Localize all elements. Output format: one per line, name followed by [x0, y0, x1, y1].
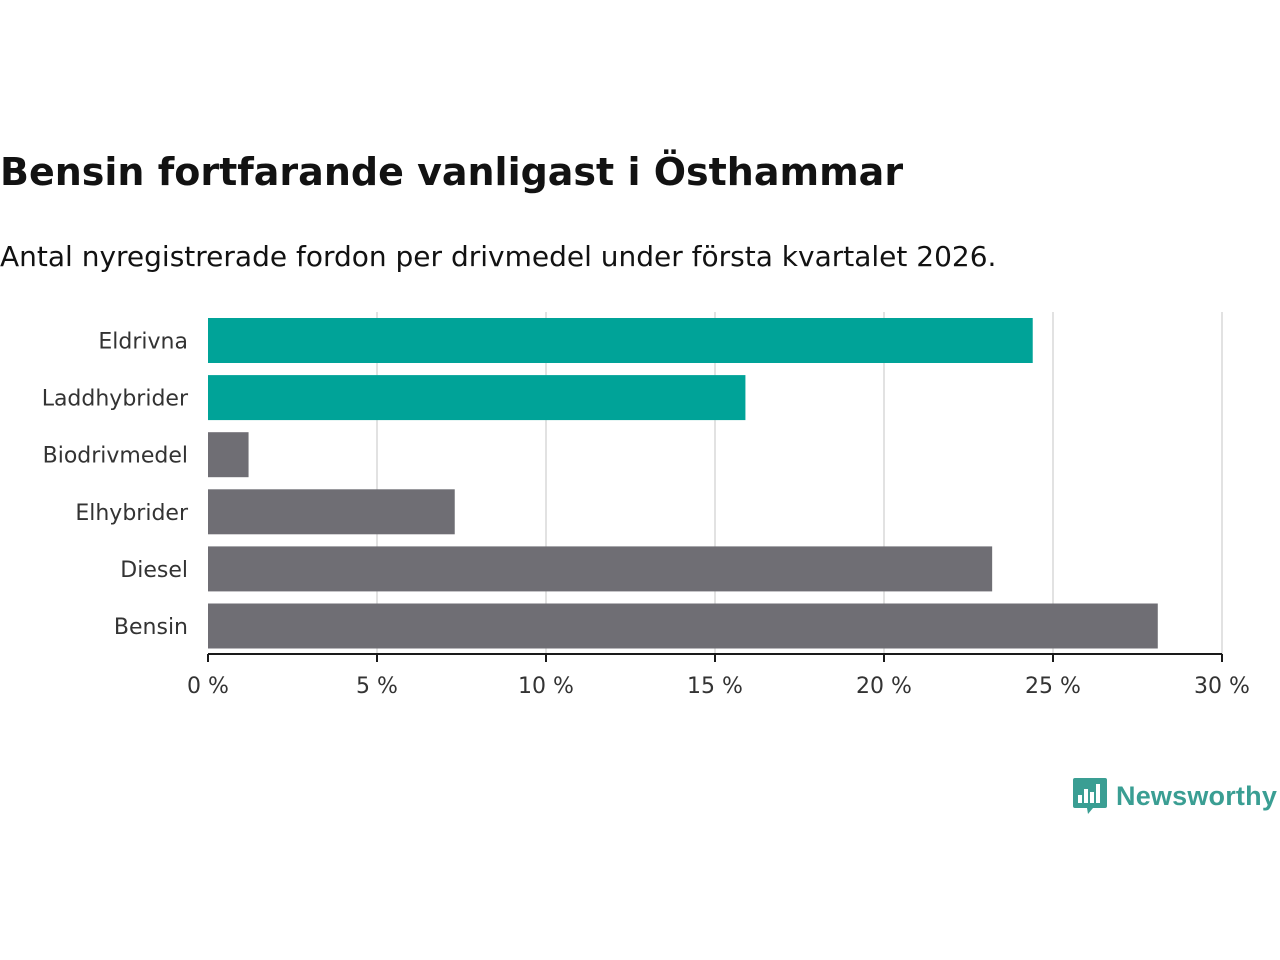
- bar-elhybrider: [208, 489, 455, 535]
- x-tick-label: 10 %: [518, 674, 574, 699]
- gridlines: [376, 312, 1223, 654]
- x-tick-label: 30 %: [1194, 674, 1250, 699]
- x-tick-label: 15 %: [687, 674, 743, 699]
- category-label: Diesel: [120, 558, 188, 583]
- chart-subtitle: Antal nyregistrerade fordon per drivmede…: [0, 240, 997, 273]
- bar-biodrivmedel: [208, 432, 249, 478]
- newsworthy-logo: Newsworthy: [1072, 776, 1277, 816]
- bar-laddhybrider: [208, 375, 746, 421]
- bar-bensin: [208, 603, 1158, 649]
- category-labels: Eldrivna Laddhybrider Biodrivmedel Elhybrid…: [42, 330, 189, 641]
- x-tick-label: 25 %: [1025, 674, 1081, 699]
- x-tick-label: 20 %: [856, 674, 912, 699]
- bar-eldrivna: [208, 318, 1033, 363]
- bars: [208, 318, 1158, 649]
- bar-diesel: [208, 546, 993, 592]
- category-label: Biodrivmedel: [43, 444, 188, 469]
- bar-chart: Eldrivna Laddhybrider Biodrivmedel Elhybrid…: [42, 312, 1250, 699]
- category-label: Laddhybrider: [42, 387, 189, 412]
- brand-name: Newsworthy: [1116, 780, 1278, 811]
- chart-title: Bensin fortfarande vanligast i Östhammar: [0, 150, 904, 194]
- x-tick-label: 0 %: [187, 674, 229, 699]
- category-label: Elhybrider: [75, 501, 189, 526]
- x-axis: 0 % 5 % 10 % 15 % 20 % 25 % 30 %: [187, 653, 1250, 699]
- bar-chart-speech-icon: [1073, 778, 1107, 814]
- category-label: Bensin: [114, 615, 188, 640]
- category-label: Eldrivna: [98, 330, 188, 355]
- x-tick-label: 5 %: [356, 674, 398, 699]
